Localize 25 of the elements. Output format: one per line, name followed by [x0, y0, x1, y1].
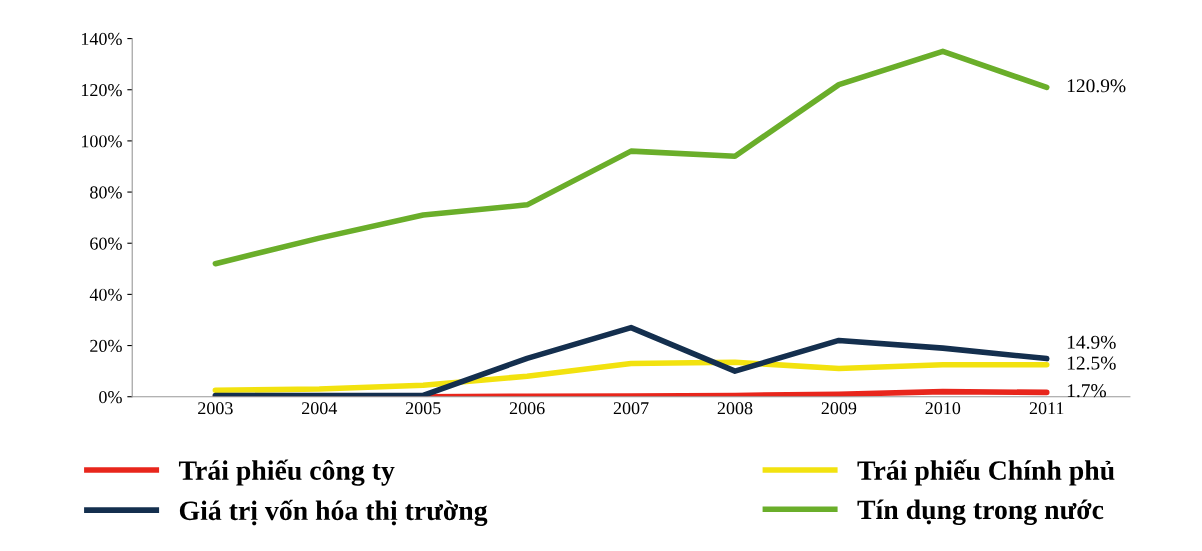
- x-tick-label: 2009: [821, 402, 857, 415]
- y-tick-label: 0%: [99, 390, 122, 404]
- x-tick-label: 2003: [198, 402, 233, 415]
- x-tick-label: 2011: [1029, 402, 1064, 415]
- annotation: 12.5%: [1067, 356, 1116, 370]
- x-tick-label: 2007: [613, 402, 649, 415]
- legend-label: Trái phiếu công ty: [178, 459, 395, 486]
- x-tick-label: 2004: [302, 402, 338, 415]
- x-tick-label: 2010: [925, 402, 961, 415]
- x-tick-label: 2006: [509, 402, 545, 415]
- y-tick-label: 40%: [89, 288, 122, 301]
- annotation: 14.9%: [1067, 335, 1116, 349]
- y-tick-label: 20%: [90, 339, 122, 353]
- annotation: 120.9%: [1067, 79, 1126, 93]
- y-tick-label: 100%: [81, 135, 122, 148]
- legend-label: Trái phiếu Chính phủ: [857, 459, 1115, 486]
- legend-label: Tín dụng trong nước: [857, 499, 1104, 526]
- x-tick-label: 2008: [717, 402, 753, 415]
- y-tick-label: 140%: [81, 32, 122, 46]
- legend-label: Giá trị vốn hóa thị trường: [179, 499, 488, 526]
- y-tick-label: 60%: [90, 237, 122, 250]
- y-tick-label: 120%: [81, 83, 122, 97]
- y-tick-label: 80%: [90, 186, 122, 199]
- annotation: 1.7%: [1067, 384, 1107, 398]
- x-tick-label: 2005: [405, 402, 441, 415]
